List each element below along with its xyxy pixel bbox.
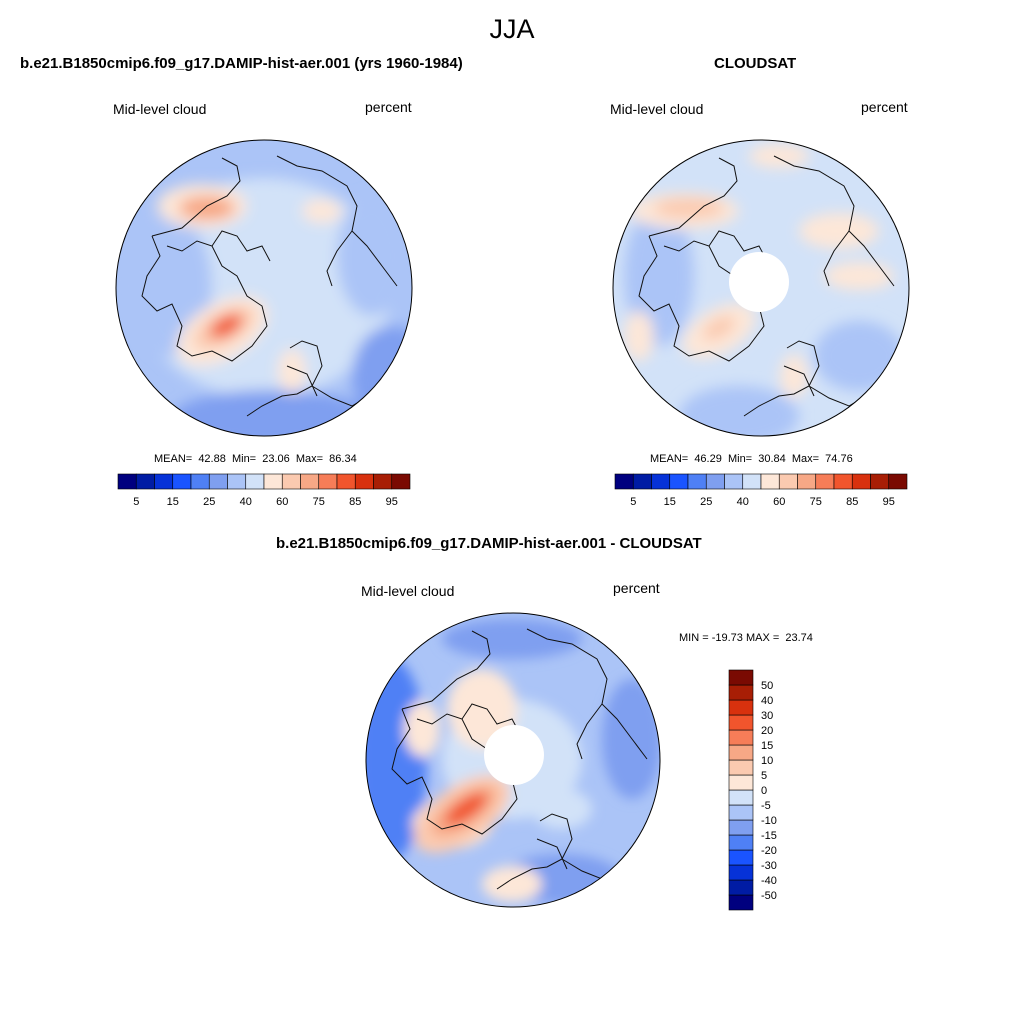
figure-title: JJA <box>489 14 535 44</box>
panel-1-colorbar-swatch <box>263 473 283 490</box>
panel-3-polar-map <box>365 612 661 908</box>
panel-2-colorbar-swatch <box>614 473 634 490</box>
panel-1-colorbar-swatch <box>208 473 228 490</box>
panel-3-variable-label: Mid-level cloud <box>361 583 455 599</box>
panel-2-colorbar-swatch <box>669 473 689 490</box>
panel-2-colorbar-swatch <box>651 473 671 490</box>
panel-2-colorbar-swatch <box>724 473 744 490</box>
panel-2-colorbar-swatch <box>797 473 817 490</box>
panel-3-colorbar-tick-label: -40 <box>761 875 777 887</box>
panel-2-colorbar-swatch <box>778 473 798 490</box>
panel-2-polar-map <box>612 139 910 437</box>
panel-3-colorbar-swatch <box>728 744 754 761</box>
panel-1-colorbar-tick-label: 60 <box>276 496 288 508</box>
panel-3-colorbar-tick-label: 50 <box>761 680 773 692</box>
panel-3-colorbar-swatch <box>728 669 754 686</box>
panel-3-colorbar-swatch <box>728 894 754 911</box>
panel-3-colorbar-swatch <box>728 879 754 896</box>
panel-3-colorbar-swatch <box>728 714 754 731</box>
panel-3-colorbar-tick-label: -30 <box>761 860 777 872</box>
panel-2-colorbar-tick-label: 75 <box>810 496 822 508</box>
panel-1-title: b.e21.B1850cmip6.f09_g17.DAMIP-hist-aer.… <box>20 55 463 72</box>
panel-2-colorbar-swatch <box>833 473 853 490</box>
panel-2-colorbar-swatch <box>851 473 871 490</box>
panel-1-colorbar-tick-label: 25 <box>203 496 215 508</box>
panel-1-colorbar-swatch <box>154 473 174 490</box>
panel-1-colorbar-swatch <box>391 473 411 490</box>
panel-3-colorbar-swatch <box>728 834 754 851</box>
panel-1-colorbar-swatch <box>117 473 137 490</box>
panel-2-colorbar-swatch <box>760 473 780 490</box>
panel-1-colorbar-tick-label: 75 <box>313 496 325 508</box>
panel-3-stats: MIN = -19.73 MAX = 23.74 <box>679 632 813 644</box>
panel-3-colorbar-tick-label: -10 <box>761 815 777 827</box>
panel-3-colorbar-tick-label: 40 <box>761 695 773 707</box>
panel-3-colorbar-swatch <box>728 804 754 821</box>
panel-3-colorbar-tick-label: 10 <box>761 755 773 767</box>
panel-1-colorbar-swatch <box>172 473 192 490</box>
panel-3-colorbar-tick-label: 30 <box>761 710 773 722</box>
panel-3-colorbar-tick-label: -20 <box>761 845 777 857</box>
panel-1-units-label: percent <box>365 99 412 115</box>
panel-1-polar-map <box>115 139 413 437</box>
panel-2-colorbar-tick-label: 5 <box>630 496 636 508</box>
panel-2-colorbar-swatch <box>632 473 652 490</box>
panel-3-colorbar-tick-label: -15 <box>761 830 777 842</box>
panel-2-colorbar-swatch <box>888 473 908 490</box>
panel-3-colorbar-tick-label: -50 <box>761 890 777 902</box>
panel-1-colorbar-tick-label: 15 <box>167 496 179 508</box>
panel-1-colorbar-swatch <box>318 473 338 490</box>
panel-1-colorbar-swatch <box>190 473 210 490</box>
panel-2-colorbar: 5 15 25 40 60 75 85 95 <box>614 473 908 508</box>
panel-2-variable-label: Mid-level cloud <box>610 101 704 117</box>
panel-1-colorbar-swatch <box>281 473 301 490</box>
panel-2-colorbar-swatch <box>687 473 707 490</box>
panel-2-colorbar-swatch <box>742 473 762 490</box>
panel-2-title: CLOUDSAT <box>714 55 797 72</box>
panel-1-colorbar-tick-label: 5 <box>133 496 139 508</box>
panel-1-variable-label: Mid-level cloud <box>113 101 207 117</box>
panel-3-colorbar-swatch <box>728 759 754 776</box>
panel-2-stats: MEAN= 46.29 Min= 30.84 Max= 74.76 <box>650 453 853 465</box>
panel-3-colorbar-tick-label: 0 <box>761 785 767 797</box>
panel-3-colorbar-tick-label: 5 <box>761 770 767 782</box>
panel-1-colorbar-tick-label: 95 <box>386 496 398 508</box>
panel-3-units-label: percent <box>613 580 660 596</box>
panel-3-colorbar-swatch <box>728 684 754 701</box>
panel-1-colorbar-swatch <box>354 473 374 490</box>
panel-2-colorbar-tick-label: 85 <box>846 496 858 508</box>
panel-1-stats: MEAN= 42.88 Min= 23.06 Max= 86.34 <box>154 453 357 465</box>
panel-1-colorbar-tick-label: 40 <box>240 496 252 508</box>
panel-3-colorbar-tick-label: -5 <box>761 800 771 812</box>
panel-1-colorbar-swatch <box>227 473 247 490</box>
panel-2-units-label: percent <box>861 99 908 115</box>
panel-3-colorbar-tick-label: 20 <box>761 725 773 737</box>
panel-2-colorbar-swatch <box>815 473 835 490</box>
panel-3-title: b.e21.B1850cmip6.f09_g17.DAMIP-hist-aer.… <box>276 535 702 552</box>
panel-1-colorbar-swatch <box>336 473 356 490</box>
panel-2-colorbar-swatch <box>870 473 890 490</box>
panel-2-colorbar-tick-label: 95 <box>883 496 895 508</box>
panel-2-colorbar-tick-label: 40 <box>737 496 749 508</box>
panel-1-colorbar-swatch <box>135 473 155 490</box>
panel-1-colorbar-tick-label: 85 <box>349 496 361 508</box>
panel-3-colorbar-swatch <box>728 819 754 836</box>
panel-2-colorbar-swatch <box>705 473 725 490</box>
panel-1-colorbar: 5 15 25 40 60 75 85 95 <box>117 473 411 508</box>
panel-3-colorbar-swatch <box>728 729 754 746</box>
panel-3-colorbar-swatch <box>728 774 754 791</box>
panel-3-colorbar-swatch <box>728 789 754 806</box>
panel-3-colorbar-swatch <box>728 699 754 716</box>
panel-3-colorbar-tick-label: 15 <box>761 740 773 752</box>
panel-1-colorbar-swatch <box>245 473 265 490</box>
panel-2-colorbar-tick-label: 15 <box>664 496 676 508</box>
panel-1-colorbar-swatch <box>300 473 320 490</box>
panel-3-colorbar-swatch <box>728 864 754 881</box>
panel-2-colorbar-tick-label: 25 <box>700 496 712 508</box>
panel-1-colorbar-swatch <box>373 473 393 490</box>
panel-2-colorbar-tick-label: 60 <box>773 496 785 508</box>
panel-3-colorbar-swatch <box>728 849 754 866</box>
